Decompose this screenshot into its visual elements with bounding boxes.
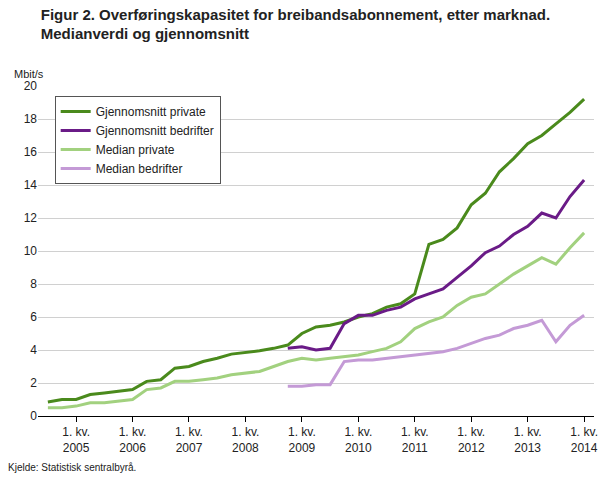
svg-text:1. kv.2008: 1. kv.2008 [232, 425, 260, 455]
svg-text:18: 18 [24, 112, 38, 126]
svg-text:1. kv.2011: 1. kv.2011 [401, 425, 429, 455]
svg-text:Kjelde: Statistisk sentralbyrå: Kjelde: Statistisk sentralbyrå. [8, 462, 136, 473]
svg-text:14: 14 [24, 178, 38, 192]
svg-text:10: 10 [24, 244, 38, 258]
svg-text:Median private: Median private [96, 143, 175, 157]
svg-text:0: 0 [30, 409, 37, 423]
svg-text:12: 12 [24, 211, 38, 225]
svg-text:Mbit/s: Mbit/s [14, 68, 44, 80]
svg-text:1. kv.2013: 1. kv.2013 [514, 425, 542, 455]
svg-text:Gjennomsnitt private: Gjennomsnitt private [96, 105, 206, 119]
svg-text:Median bedrifter: Median bedrifter [96, 162, 183, 176]
svg-text:6: 6 [30, 310, 37, 324]
svg-text:1. kv.2014: 1. kv.2014 [570, 425, 598, 455]
svg-text:1. kv.2005: 1. kv.2005 [62, 425, 90, 455]
svg-text:4: 4 [30, 343, 37, 357]
svg-text:Gjennomsnitt bedrifter: Gjennomsnitt bedrifter [96, 124, 214, 138]
svg-text:8: 8 [30, 277, 37, 291]
svg-text:20: 20 [24, 79, 38, 93]
svg-text:1. kv.2009: 1. kv.2009 [288, 425, 316, 455]
svg-text:16: 16 [24, 145, 38, 159]
svg-text:Figur 2. Overføringskapasitet: Figur 2. Overføringskapasitet for breiba… [41, 6, 550, 43]
svg-text:1. kv.2012: 1. kv.2012 [457, 425, 485, 455]
svg-text:1. kv.2010: 1. kv.2010 [344, 425, 372, 455]
svg-text:2: 2 [30, 376, 37, 390]
svg-text:1. kv.2007: 1. kv.2007 [175, 425, 203, 455]
svg-text:1. kv.2006: 1. kv.2006 [119, 425, 147, 455]
